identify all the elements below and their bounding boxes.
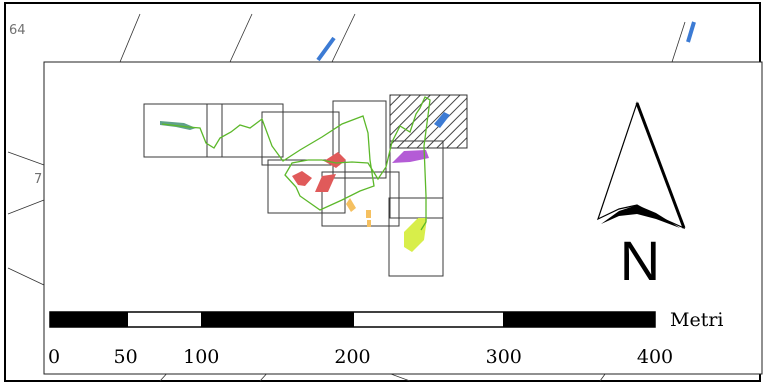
scale-tick-label: 100 <box>183 346 219 368</box>
area-yellow <box>346 198 356 212</box>
tile <box>388 197 444 277</box>
tile <box>143 103 223 158</box>
tile <box>261 111 340 166</box>
area-red <box>324 152 346 168</box>
contour-line <box>7 151 45 166</box>
frame-corner-label: 64 <box>9 23 26 38</box>
scale-bar-segment-white <box>354 313 503 320</box>
area-red <box>315 174 336 192</box>
tile <box>321 171 400 227</box>
scale-bar-segment-black <box>50 312 128 327</box>
scale-tick-label: 300 <box>486 346 522 368</box>
scale-tick-label: 200 <box>334 346 370 368</box>
contour-line <box>7 267 45 286</box>
contour-line <box>671 21 686 63</box>
north-arrow-base <box>601 205 680 228</box>
scale-tick-label: 50 <box>114 346 138 368</box>
area-red <box>292 171 312 186</box>
contour-line <box>229 13 253 63</box>
scale-tick-label: 400 <box>637 346 673 368</box>
scale-bar-segment-black <box>503 312 655 327</box>
contour-line <box>331 13 356 63</box>
scale-tick-labels: 0 50 100 200 300 400 <box>48 346 673 368</box>
scale-bar-segment-black <box>201 312 354 327</box>
scale-unit: Metri <box>670 309 724 331</box>
area-lime <box>404 218 427 252</box>
area-yellow <box>366 210 371 218</box>
area-yellow <box>367 220 371 227</box>
north-arrow-edge <box>635 102 686 229</box>
survey-path <box>161 96 431 231</box>
highlighted-tile <box>389 94 468 149</box>
tile <box>332 100 387 179</box>
area-purple <box>392 150 429 163</box>
frame-edge-label: 7 <box>34 172 42 187</box>
scale-bar <box>49 311 656 328</box>
water-segment <box>316 36 336 62</box>
scale-tick-label: 0 <box>48 346 60 368</box>
contour-line <box>119 13 141 63</box>
area-blue <box>434 112 450 128</box>
tile <box>206 103 284 158</box>
scale-bar-segment-white <box>128 313 201 320</box>
background-contours <box>7 13 686 382</box>
north-letter: N <box>620 229 660 292</box>
contour-line <box>7 199 45 215</box>
north-arrow <box>596 101 686 230</box>
water-segment <box>686 21 696 43</box>
